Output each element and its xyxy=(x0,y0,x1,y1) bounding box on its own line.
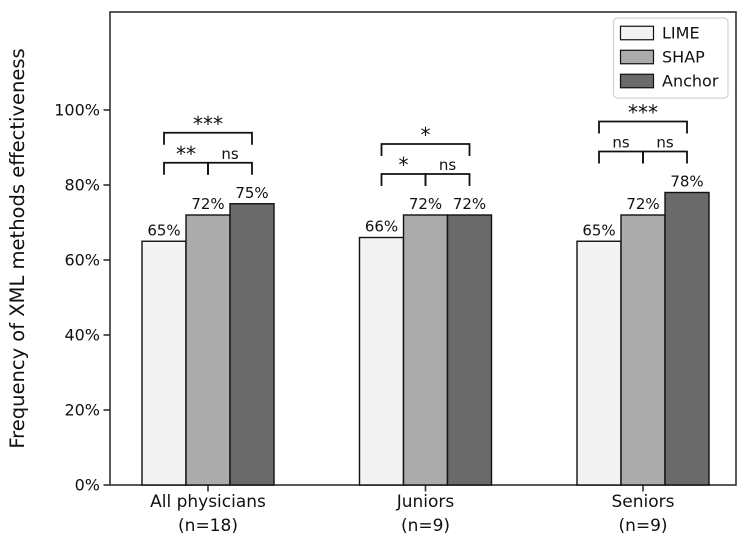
bar-lime-group2 xyxy=(576,240,622,486)
sig-bracket-group2-overall xyxy=(598,120,688,134)
sig-bracket-group2-pair1 xyxy=(642,150,688,164)
legend-label-anchor: Anchor xyxy=(662,72,719,91)
bar-shap-group2 xyxy=(620,214,666,486)
sig-label: ns xyxy=(656,134,674,152)
bar-value-label: 78% xyxy=(670,173,703,191)
bar-anchor-group2 xyxy=(664,191,710,486)
sig-label: ns xyxy=(439,156,457,174)
bar-lime-group0 xyxy=(141,240,187,486)
bar-anchor-group1 xyxy=(446,214,493,486)
x-tick-label-line2: (n=9) xyxy=(618,516,667,536)
bar-shap-group1 xyxy=(402,214,449,486)
sig-label-overall: *** xyxy=(193,112,223,136)
y-tick-label: 20% xyxy=(64,401,100,420)
sig-label: ns xyxy=(221,145,239,163)
y-tick-label: 60% xyxy=(64,251,100,270)
sig-label-overall: *** xyxy=(628,101,658,125)
y-tick-label: 0% xyxy=(75,476,100,495)
legend-swatch-anchor xyxy=(619,73,655,89)
legend-label-lime: LIME xyxy=(662,24,700,43)
y-tick-label: 100% xyxy=(54,101,100,120)
bar-value-label: 72% xyxy=(191,195,224,213)
y-tick-label: 40% xyxy=(64,326,100,345)
bar-value-label: 72% xyxy=(626,195,659,213)
legend-swatch-lime xyxy=(619,25,655,41)
y-axis-label: Frequency of XML methods effectiveness xyxy=(6,48,29,448)
x-tick-label-line1: Juniors xyxy=(396,492,455,512)
sig-bracket-group1-pair1 xyxy=(424,173,471,186)
x-tick-label-line1: All physicians xyxy=(150,492,266,512)
sig-bracket-group1-overall xyxy=(380,143,471,156)
sig-label: ns xyxy=(612,134,630,152)
sig-label: ** xyxy=(176,142,196,166)
sig-label-overall: * xyxy=(421,123,431,147)
legend-label-shap: SHAP xyxy=(662,48,705,67)
y-tick-label: 80% xyxy=(64,176,100,195)
sig-bracket-group0-pair1 xyxy=(207,161,253,175)
bar-value-label: 65% xyxy=(582,221,615,239)
bar-value-label: 66% xyxy=(365,218,398,236)
sig-bracket-group0-overall xyxy=(163,131,253,145)
bar-lime-group1 xyxy=(358,236,405,486)
bar-shap-group0 xyxy=(185,214,231,486)
x-tick-label-line2: (n=18) xyxy=(178,516,238,536)
sig-label: * xyxy=(399,153,409,177)
bar-value-label: 65% xyxy=(147,221,180,239)
x-tick-label-line1: Seniors xyxy=(612,492,675,512)
bar-value-label: 72% xyxy=(453,195,486,213)
bar-value-label: 75% xyxy=(235,184,268,202)
bar-anchor-group0 xyxy=(229,203,275,486)
legend-swatch-shap xyxy=(619,49,655,65)
bar-value-label: 72% xyxy=(409,195,442,213)
x-tick-label-line2: (n=9) xyxy=(401,516,450,536)
